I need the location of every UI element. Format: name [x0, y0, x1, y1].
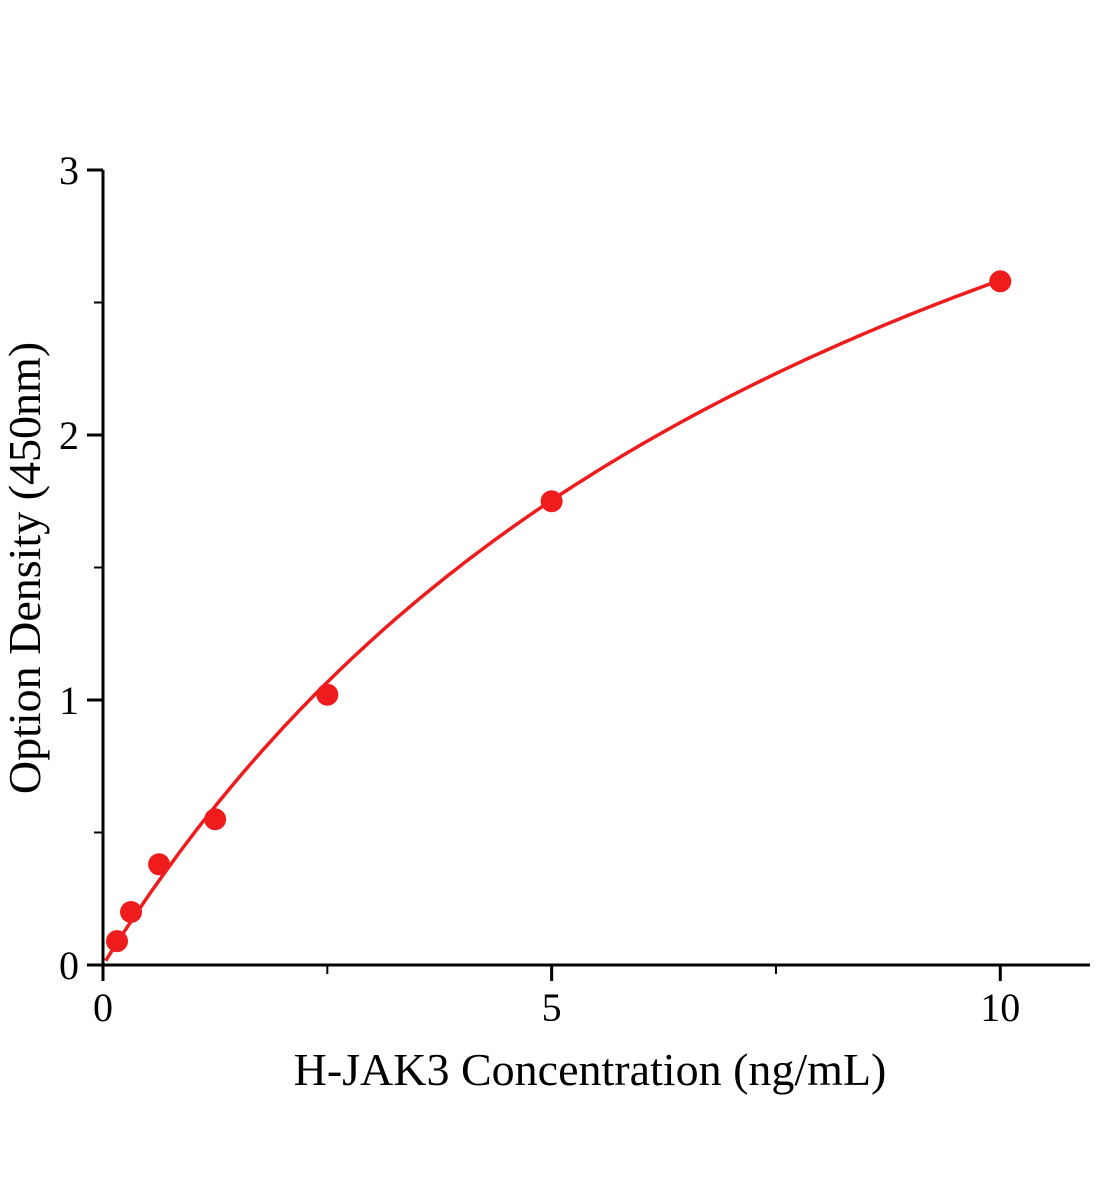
x-tick-label: 0 [93, 985, 113, 1030]
data-point [989, 270, 1012, 293]
y-axis-title: Option Density (450nm) [0, 342, 50, 794]
x-tick-label: 10 [980, 985, 1020, 1030]
data-point [204, 808, 227, 831]
y-tick-label: 0 [59, 943, 79, 988]
data-point [120, 901, 143, 923]
data-point [148, 853, 171, 876]
y-tick-label: 1 [59, 678, 79, 723]
axis-spine [101, 170, 1090, 967]
y-tick-label: 3 [59, 148, 79, 193]
ticks-layer: 0 1 2 3 0 5 10 [59, 148, 1020, 1030]
axes-layer [101, 170, 1090, 967]
data-point [316, 683, 339, 706]
fit-curve [104, 278, 1001, 962]
x-axis-title: H-JAK3 Concentration (ng/mL) [294, 1044, 887, 1095]
y-tick-label: 2 [59, 413, 79, 458]
data-point [540, 490, 563, 513]
plot-layer [104, 270, 1012, 962]
x-tick-label: 5 [542, 985, 562, 1030]
data-point [105, 930, 128, 953]
